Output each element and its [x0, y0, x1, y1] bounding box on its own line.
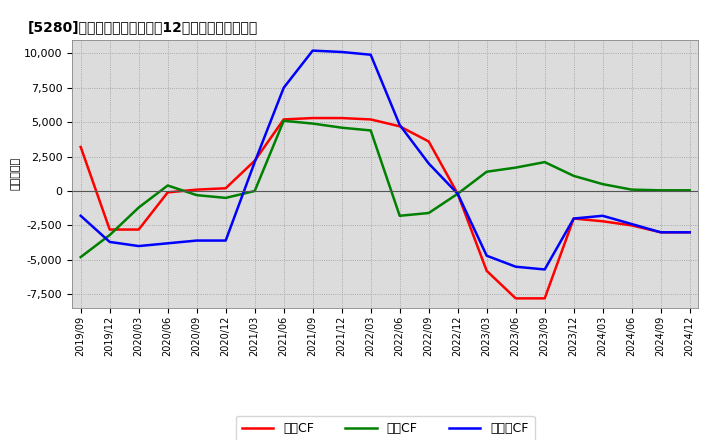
投資CF: [76, 254, 85, 260]
Line: フリーCF: フリーCF: [81, 51, 690, 269]
営業CF: [541, 296, 549, 301]
投資CF: [627, 187, 636, 192]
フリーCF: [76, 213, 85, 218]
投資CF: [251, 188, 259, 194]
営業CF: [221, 186, 230, 191]
フリーCF: [424, 161, 433, 166]
営業CF: [454, 191, 462, 196]
営業CF: [76, 144, 85, 150]
投資CF: [511, 165, 520, 170]
投資CF: [685, 188, 694, 193]
営業CF: [135, 227, 143, 232]
投資CF: [135, 205, 143, 210]
Text: [5280]　キャッシュフローの12か月移動合計の推移: [5280] キャッシュフローの12か月移動合計の推移: [28, 20, 258, 34]
フリーCF: [251, 159, 259, 165]
投資CF: [598, 181, 607, 187]
投資CF: [454, 191, 462, 196]
営業CF: [395, 124, 404, 129]
投資CF: [221, 195, 230, 201]
フリーCF: [221, 238, 230, 243]
営業CF: [685, 230, 694, 235]
営業CF: [192, 187, 201, 192]
投資CF: [338, 125, 346, 130]
営業CF: [105, 227, 114, 232]
フリーCF: [627, 221, 636, 227]
Y-axis label: （百万円）: （百万円）: [11, 157, 21, 191]
投資CF: [192, 192, 201, 198]
投資CF: [424, 210, 433, 216]
Line: 営業CF: 営業CF: [81, 118, 690, 298]
フリーCF: [482, 253, 491, 258]
営業CF: [163, 190, 172, 195]
投資CF: [570, 173, 578, 179]
フリーCF: [338, 49, 346, 55]
営業CF: [338, 115, 346, 121]
営業CF: [279, 117, 288, 122]
フリーCF: [511, 264, 520, 269]
投資CF: [657, 188, 665, 193]
Line: 投資CF: 投資CF: [81, 121, 690, 257]
フリーCF: [308, 48, 317, 53]
フリーCF: [657, 230, 665, 235]
投資CF: [482, 169, 491, 174]
フリーCF: [598, 213, 607, 218]
投資CF: [366, 128, 375, 133]
投資CF: [395, 213, 404, 218]
営業CF: [424, 139, 433, 144]
フリーCF: [454, 191, 462, 196]
フリーCF: [541, 267, 549, 272]
投資CF: [163, 183, 172, 188]
フリーCF: [570, 216, 578, 221]
営業CF: [482, 268, 491, 274]
フリーCF: [163, 241, 172, 246]
営業CF: [570, 216, 578, 221]
フリーCF: [279, 85, 288, 90]
投資CF: [308, 121, 317, 126]
投資CF: [105, 232, 114, 238]
営業CF: [366, 117, 375, 122]
営業CF: [657, 230, 665, 235]
フリーCF: [685, 230, 694, 235]
フリーCF: [395, 122, 404, 128]
フリーCF: [366, 52, 375, 57]
営業CF: [251, 158, 259, 163]
フリーCF: [192, 238, 201, 243]
営業CF: [511, 296, 520, 301]
Legend: 営業CF, 投資CF, フリーCF: 営業CF, 投資CF, フリーCF: [235, 416, 535, 440]
フリーCF: [135, 243, 143, 249]
投資CF: [279, 118, 288, 124]
営業CF: [598, 219, 607, 224]
投資CF: [541, 159, 549, 165]
営業CF: [627, 223, 636, 228]
フリーCF: [105, 239, 114, 245]
営業CF: [308, 115, 317, 121]
